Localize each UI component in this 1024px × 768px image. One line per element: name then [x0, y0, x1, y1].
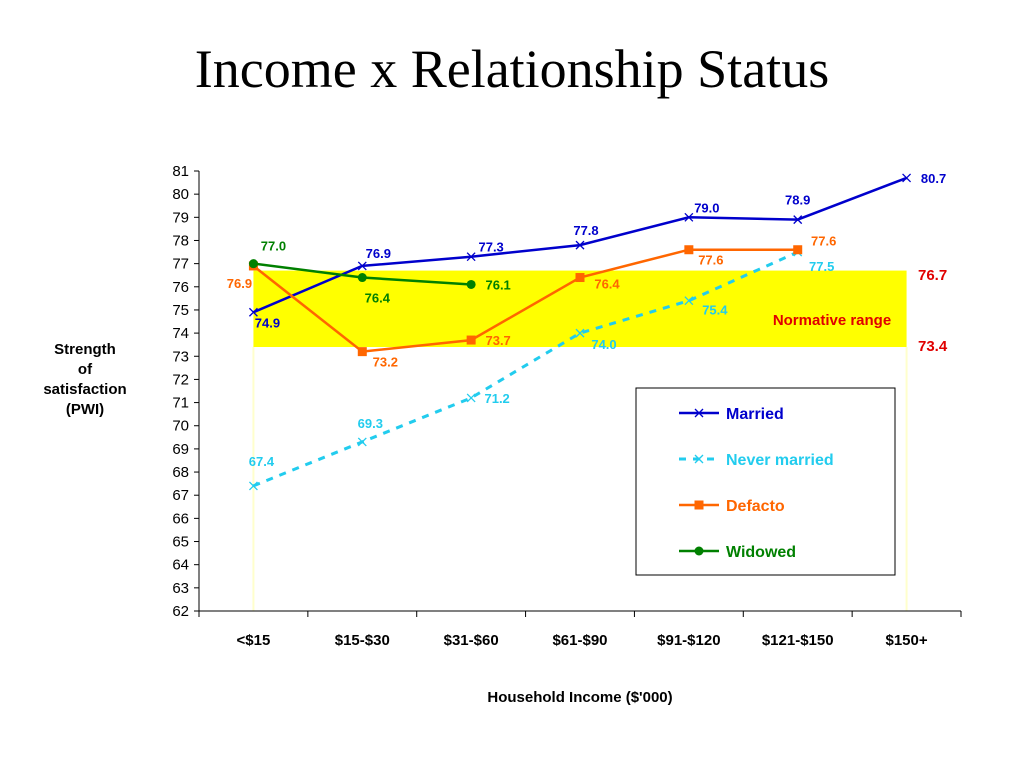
series-line-defacto [252, 248, 798, 353]
data-label: 69.3 [358, 416, 383, 431]
y-tick-label: 70 [172, 418, 189, 435]
data-label: 77.3 [478, 240, 503, 255]
data-point [684, 212, 694, 222]
data-label: 77.6 [698, 253, 723, 268]
normative-range-label: Normative range [773, 312, 891, 329]
x-category-label: $61-$90 [552, 632, 607, 649]
data-point [575, 240, 585, 250]
y-tick-label: 78 [172, 232, 189, 249]
y-tick-label: 75 [172, 302, 189, 319]
data-label: 76.4 [365, 291, 391, 306]
y-tick-label: 76 [172, 279, 189, 296]
data-label: 73.2 [373, 355, 398, 370]
y-tick-label: 74 [172, 325, 189, 342]
data-point [902, 173, 912, 183]
data-label: 74.0 [591, 337, 616, 352]
normative-high-label: 76.7 [918, 267, 947, 284]
data-point [466, 252, 476, 262]
data-point [357, 347, 367, 357]
data-label: 76.9 [366, 246, 391, 261]
slide-title: Income x Relationship Status [194, 39, 830, 99]
legend-swatch-marker [694, 408, 704, 418]
data-point [248, 259, 258, 269]
data-point [357, 437, 367, 447]
data-label: 76.4 [594, 277, 620, 292]
data-point [248, 307, 258, 317]
data-label: 79.0 [694, 200, 719, 215]
data-point [684, 245, 694, 255]
legend-box [635, 387, 896, 576]
legend-swatch-marker [694, 500, 704, 510]
data-label: 77.8 [573, 223, 598, 238]
x-category-label: $150+ [886, 632, 928, 649]
y-tick-label: 80 [172, 186, 189, 203]
normative-low-label: 73.4 [918, 338, 948, 355]
y-tick-label: 73 [172, 348, 189, 365]
series-line-never-married [252, 250, 799, 488]
data-label: 76.1 [485, 277, 510, 292]
data-label: 77.5 [809, 259, 834, 274]
data-label: 80.7 [921, 171, 946, 186]
legend-entry-label: Defacto [726, 498, 785, 515]
y-tick-label: 72 [172, 371, 189, 388]
data-point [357, 261, 367, 271]
x-category-label: $31-$60 [444, 632, 499, 649]
y-axis-title: (PWI) [66, 401, 104, 418]
data-label: 67.4 [249, 454, 275, 469]
y-tick-label: 66 [172, 510, 189, 527]
data-label: 71.2 [484, 391, 509, 406]
x-category-label: $121-$150 [762, 632, 834, 649]
legend-entry-label: Married [726, 406, 784, 423]
data-label: 75.4 [702, 303, 728, 318]
y-tick-label: 68 [172, 464, 189, 481]
x-axis-title: Household Income ($'000) [487, 689, 672, 706]
data-point [684, 296, 694, 306]
normative-range-band [253, 270, 907, 347]
y-tick-label: 65 [172, 534, 189, 551]
y-tick-label: 67 [172, 487, 189, 504]
data-point [248, 481, 258, 491]
data-point [793, 245, 803, 255]
y-tick-label: 71 [172, 395, 189, 412]
data-label: 73.7 [485, 333, 510, 348]
y-tick-label: 62 [172, 603, 189, 620]
y-tick-label: 64 [172, 557, 189, 574]
data-point [357, 273, 367, 283]
data-point [466, 393, 476, 403]
data-point [575, 328, 585, 338]
x-category-label: <$15 [237, 632, 271, 649]
y-tick-label: 77 [172, 256, 189, 273]
data-point [466, 335, 476, 345]
x-category-label: $91-$120 [657, 632, 720, 649]
data-label: 74.9 [255, 315, 280, 330]
data-label: 78.9 [785, 193, 810, 208]
x-category-label: $15-$30 [335, 632, 390, 649]
legend-entry-label: Widowed [726, 544, 796, 561]
y-tick-label: 81 [172, 163, 189, 180]
data-point [575, 273, 585, 283]
data-point [793, 215, 803, 225]
y-axis-title: of [78, 361, 93, 378]
legend-swatch-marker [694, 546, 704, 556]
y-tick-label: 79 [172, 209, 189, 226]
y-tick-label: 69 [172, 441, 189, 458]
y-axis-title: Strength [54, 341, 116, 358]
data-label: 76.9 [227, 276, 252, 291]
data-label: 77.6 [811, 234, 836, 249]
data-label: 77.0 [261, 239, 286, 254]
data-point [466, 279, 476, 289]
y-axis-title: satisfaction [43, 381, 126, 398]
legend-swatch-marker [694, 454, 704, 464]
legend-entry-label: Never married [726, 452, 834, 469]
y-tick-label: 63 [172, 580, 189, 597]
